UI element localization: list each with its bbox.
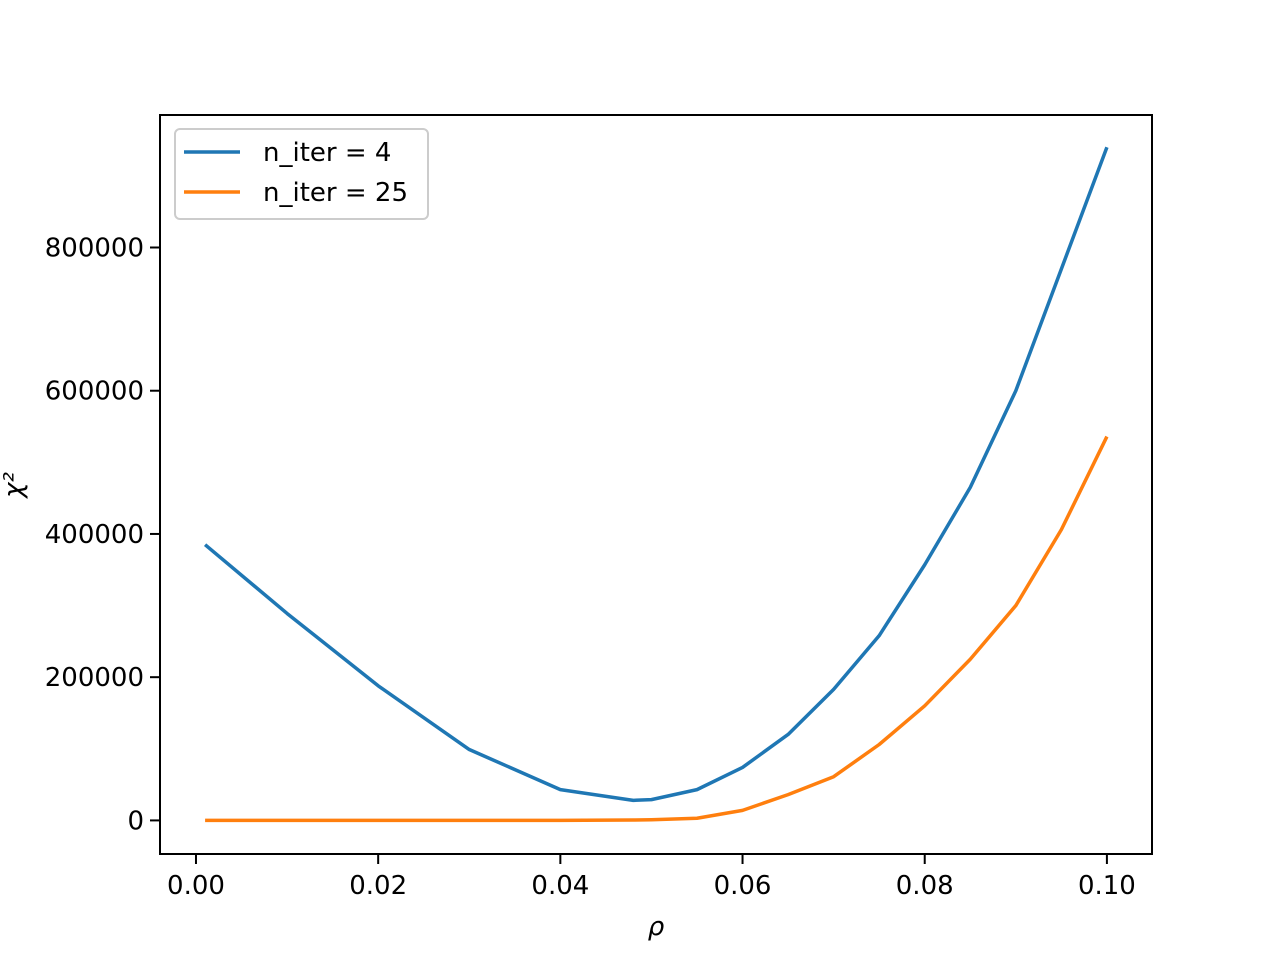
y-axis-label: χ²	[0, 472, 29, 500]
legend-label: n_iter = 4	[263, 138, 391, 168]
x-axis-label: ρ	[648, 912, 665, 942]
x-tick-label: 0.02	[349, 871, 407, 901]
x-tick-label: 0.04	[531, 871, 589, 901]
y-tick-label: 0	[127, 806, 144, 836]
line-series	[205, 435, 1109, 823]
plot-frame	[159, 114, 1153, 855]
legend-label: n_iter = 25	[263, 178, 408, 208]
y-tick-label: 400000	[45, 520, 144, 550]
y-tick-label: 200000	[45, 663, 144, 693]
y-tick-label: 800000	[45, 233, 144, 263]
x-tick-label: 0.00	[167, 871, 225, 901]
x-tick-label: 0.06	[714, 871, 772, 901]
y-tick-label: 600000	[45, 377, 144, 407]
x-tick-label: 0.10	[1078, 871, 1136, 901]
line-series	[203, 146, 1109, 803]
x-tick-label: 0.08	[896, 871, 954, 901]
